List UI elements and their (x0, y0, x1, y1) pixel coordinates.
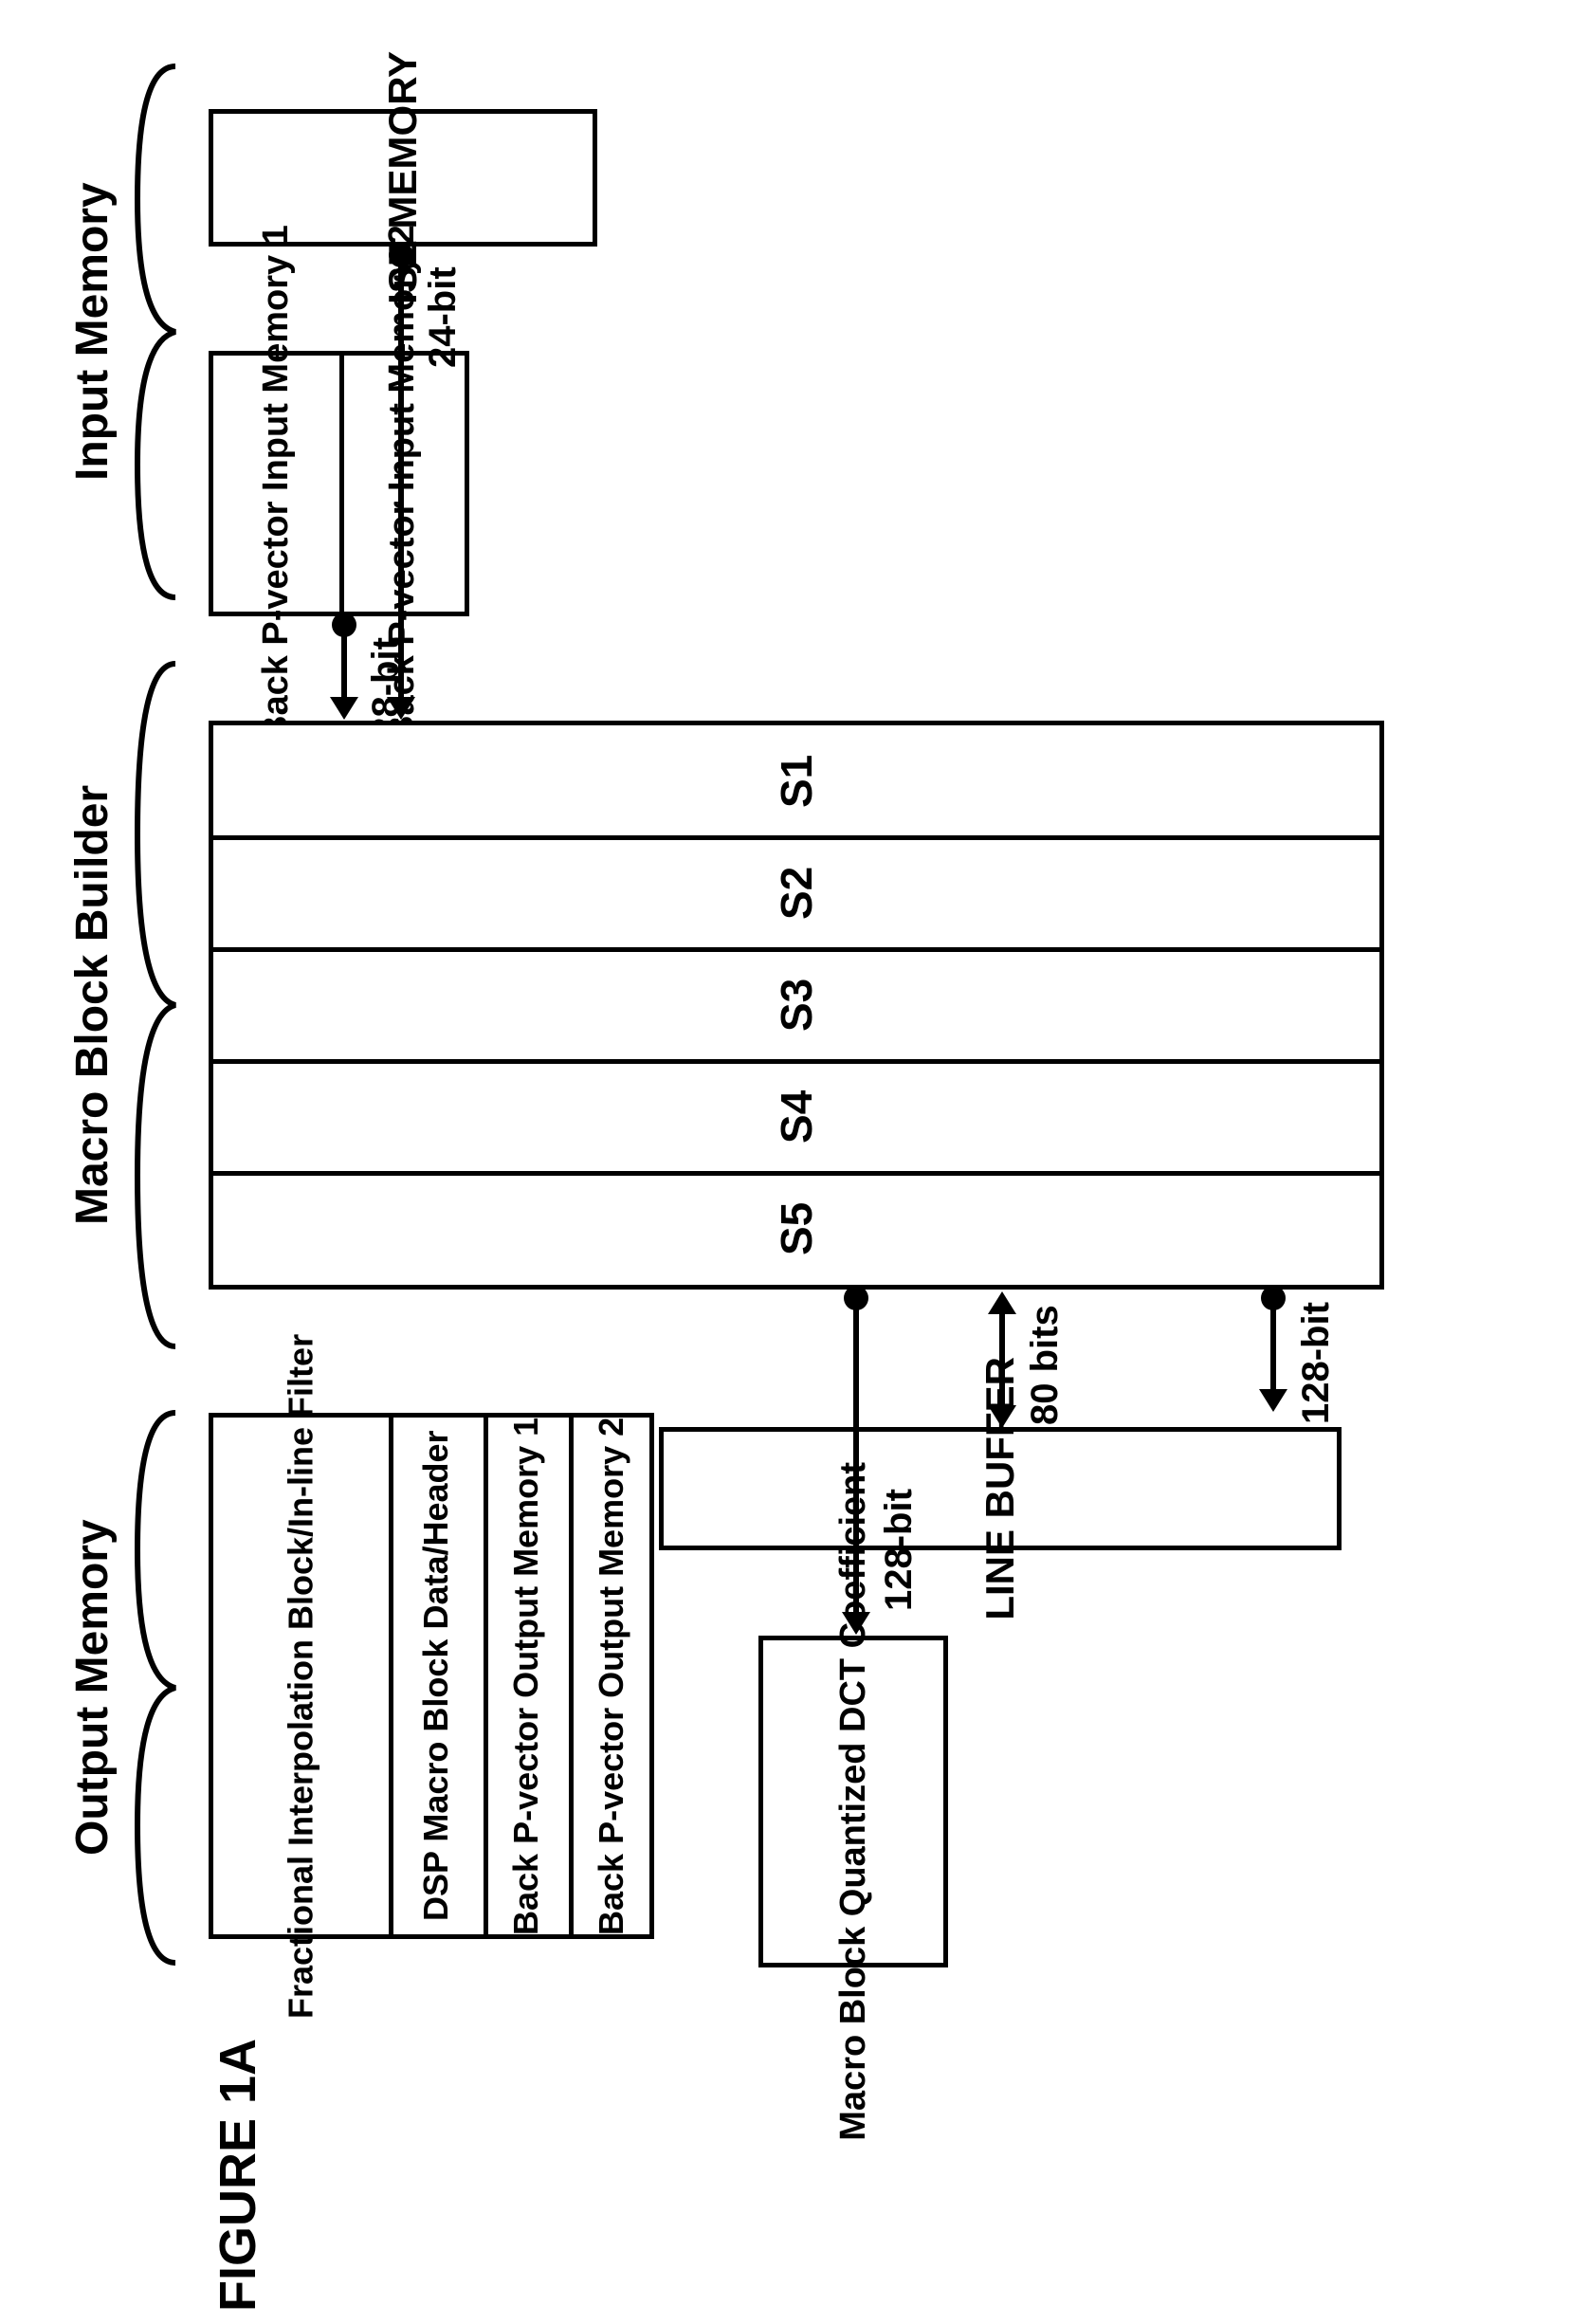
section-macro-block-builder: Macro Block Builder (66, 664, 119, 1346)
bus-24bit: 24-bit (422, 251, 465, 384)
line-buffer-box: LINE BUFFER (659, 1427, 1342, 1550)
s2: S2 (213, 837, 1379, 949)
bus-128bit-out-top: 128-bit (1295, 1288, 1338, 1439)
out-frac: Fractional Interpolation Block/In-line F… (213, 1418, 389, 1934)
input-pv1-label: Back P-vector Input Memory 1 (213, 356, 339, 612)
output-dct-box: Macro Block Quantized DCT Coefficient (758, 1636, 948, 1967)
s1: S1 (213, 725, 1379, 837)
arrow-128-out-top-head (1259, 1389, 1287, 1412)
brace-output (128, 1403, 185, 1972)
s4: S4 (213, 1061, 1379, 1173)
figure-label: FIGURE 1A (209, 2039, 267, 2324)
section-input-memory: Input Memory (66, 66, 119, 597)
diagram-canvas: Input Memory Macro Block Builder Output … (38, 57, 1532, 2178)
bus-80bits: 80 bits (1024, 1290, 1067, 1441)
macro-block-builder-box: S1 S2 S3 S4 S5 (209, 721, 1384, 1290)
brace-input (128, 57, 185, 607)
out-dsp: DSP Macro Block Data/Header (389, 1418, 484, 1934)
s3: S3 (213, 949, 1379, 1061)
line-buffer-label: LINE BUFFER (977, 1357, 1023, 1620)
bus-128bit-out-bot: 128-bit (878, 1474, 921, 1626)
arrow-128bit-in-line (341, 624, 347, 702)
out-pv1: Back P-vector Output Memory 1 (484, 1418, 569, 1934)
out-dct-label: Macro Block Quantized DCT Coefficient (826, 1455, 882, 2149)
brace-builder (128, 654, 185, 1356)
out-pv2: Back P-vector Output Memory 2 (569, 1418, 654, 1934)
arrow-128bit-in-head (330, 697, 358, 720)
input-pvector-box: Back P-vector Input Memory 1 Back P-vect… (209, 351, 469, 616)
s5: S5 (213, 1173, 1379, 1285)
section-output-memory: Output Memory (66, 1413, 119, 1963)
output-top-box: Fractional Interpolation Block/In-line F… (209, 1413, 654, 1939)
arrow-128-out-top-line (1270, 1299, 1276, 1394)
